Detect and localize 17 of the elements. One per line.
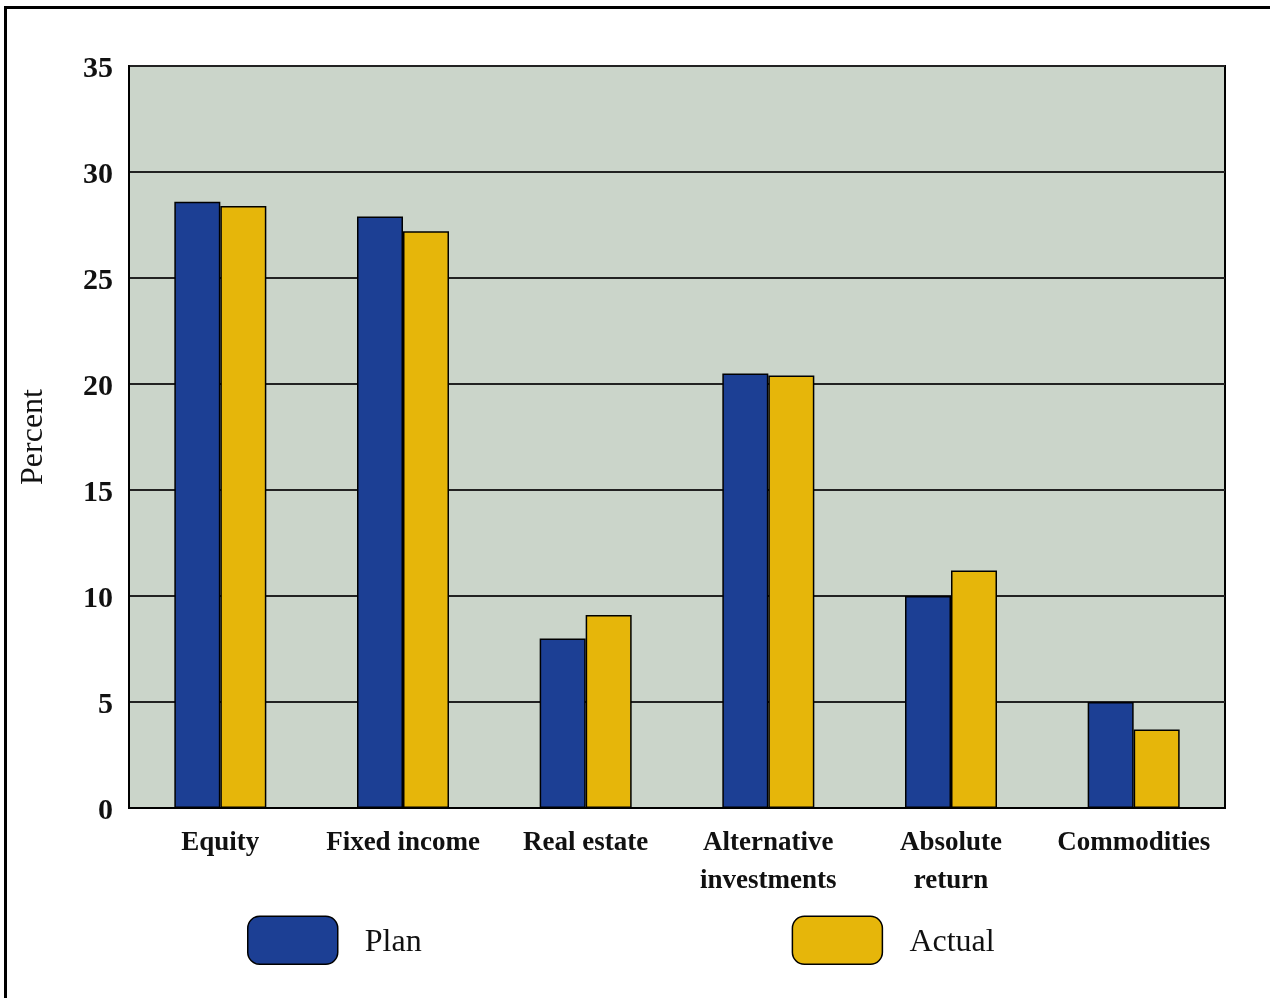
x-tick-label: Absolute return (899, 826, 1003, 894)
y-tick-label: 5 (98, 685, 113, 719)
x-tick-label: Alternative investments (700, 826, 837, 894)
x-tick-label: Real estate (523, 826, 649, 856)
x-tick-label: Fixed income (326, 826, 480, 856)
y-tick-label: 15 (83, 473, 113, 507)
x-tick-label: Commodities (1057, 826, 1211, 856)
y-tick-label: 20 (83, 367, 113, 401)
legend-label: Actual (909, 922, 995, 959)
y-tick-label: 35 (83, 49, 113, 83)
y-tick-label: 0 (98, 791, 113, 825)
y-axis-title: Percent (13, 388, 49, 485)
legend-label: Plan (364, 922, 422, 959)
y-tick-label: 30 (83, 155, 113, 189)
y-tick-label: 25 (83, 261, 113, 295)
y-tick-label: 10 (83, 579, 113, 613)
x-tick-label: Equity (181, 826, 260, 856)
